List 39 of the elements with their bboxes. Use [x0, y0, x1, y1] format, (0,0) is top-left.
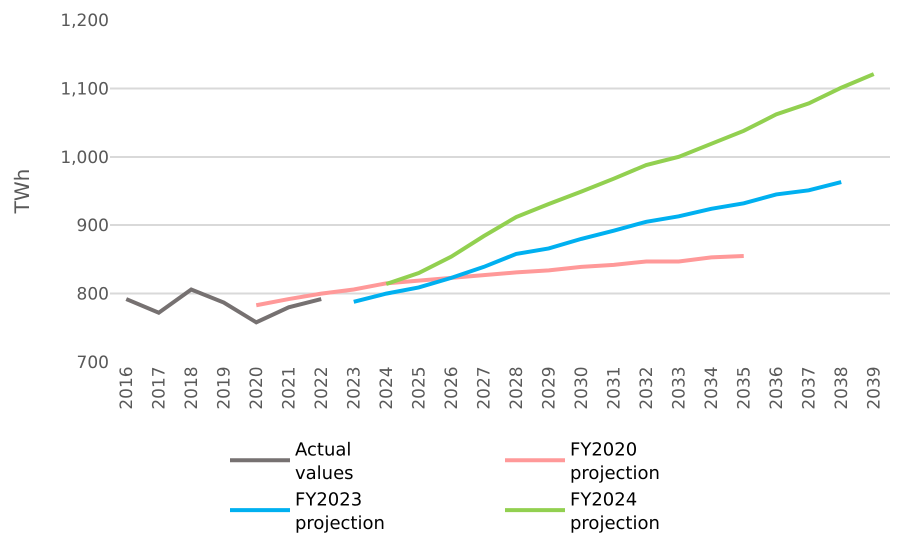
y-tick-label: 1,100 — [60, 79, 109, 100]
x-tick-label: 2034 — [702, 366, 722, 410]
line-series — [384, 72, 876, 286]
x-tick-label: 2025 — [409, 366, 430, 410]
x-tick-label: 2019 — [214, 366, 234, 410]
x-tick-label: 2017 — [149, 366, 170, 410]
line-series — [124, 288, 324, 324]
legend-label: FY2023 projection — [295, 489, 385, 534]
y-tick-label: 1,000 — [60, 148, 109, 168]
legend-label: FY2020 projection — [570, 440, 660, 484]
x-tick-label: 2022 — [312, 366, 332, 410]
x-tick-label: 2032 — [636, 366, 657, 410]
y-tick-label: 800 — [76, 284, 109, 305]
x-tick-label: 2018 — [182, 366, 202, 410]
x-tick-label: 2039 — [864, 366, 884, 410]
x-tick-label: 2036 — [766, 366, 787, 410]
x-tick-label: 2030 — [572, 366, 592, 410]
y-tick-label: 900 — [76, 216, 109, 236]
x-tick-label: 2020 — [246, 366, 267, 410]
x-tick-label: 2016 — [116, 366, 137, 410]
legend-label: FY2024 projection — [570, 489, 660, 534]
x-tick-label: 2024 — [376, 366, 397, 410]
x-tick-label: 2037 — [799, 366, 820, 410]
y-axis-title: TWh — [10, 168, 34, 214]
x-tick-label: 2035 — [734, 366, 754, 410]
y-tick-label: 1,200 — [60, 10, 109, 31]
x-tick-label: 2031 — [604, 366, 624, 410]
x-tick-label: 2027 — [474, 366, 494, 410]
x-tick-label: 2028 — [506, 366, 527, 410]
x-tick-label: 2029 — [539, 366, 560, 410]
x-tick-label: 2026 — [442, 366, 462, 410]
line-series — [254, 254, 746, 308]
x-tick-label: 2033 — [669, 366, 690, 410]
legend-label: Actual values — [295, 440, 354, 484]
x-tick-label: 2021 — [279, 366, 300, 410]
x-tick-label: 2038 — [832, 366, 852, 410]
x-tick-label: 2023 — [344, 366, 364, 410]
line-series — [352, 180, 844, 304]
y-tick-label: 700 — [76, 352, 109, 373]
